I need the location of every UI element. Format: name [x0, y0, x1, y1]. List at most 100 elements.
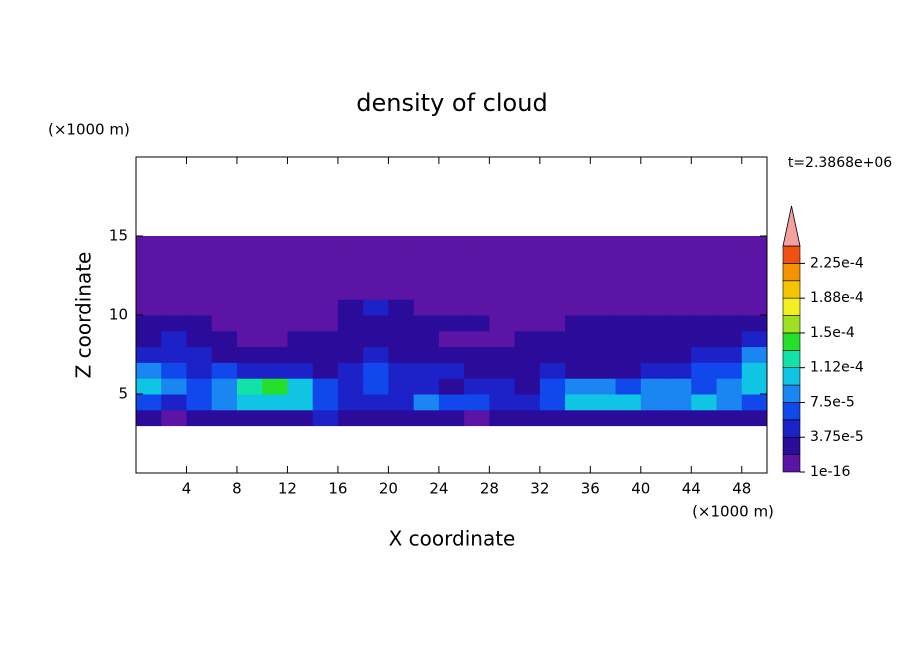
cell [211, 315, 238, 332]
cell [438, 315, 465, 332]
cell [539, 299, 566, 316]
cell [514, 283, 541, 300]
cell [236, 315, 263, 332]
cell [161, 346, 187, 363]
cell [615, 251, 642, 269]
cell [565, 283, 591, 300]
cell [211, 330, 238, 348]
cell [514, 251, 541, 269]
cell [388, 394, 415, 411]
cell [388, 267, 415, 284]
cell [236, 236, 263, 253]
colorbar-band [782, 367, 801, 386]
cell [211, 346, 238, 363]
x-tick-label: 16 [328, 480, 347, 498]
cell [539, 378, 566, 395]
cell [363, 378, 389, 395]
cell [464, 330, 490, 348]
cell [741, 315, 768, 332]
cell [312, 394, 339, 411]
cell [565, 251, 591, 269]
colorbar-extend [782, 205, 801, 247]
cell [236, 251, 263, 269]
cell [312, 315, 339, 332]
cell [615, 394, 642, 411]
cell [413, 299, 440, 316]
cell [262, 283, 288, 300]
cell [363, 315, 389, 332]
cell [236, 394, 263, 411]
cell [565, 394, 591, 411]
cell [337, 283, 364, 300]
cell [539, 267, 566, 284]
cell [236, 378, 263, 395]
cell [136, 236, 162, 253]
cell [438, 251, 465, 269]
cell [262, 299, 288, 316]
cell [565, 362, 591, 379]
cell [590, 299, 617, 316]
x-tick-label: 28 [480, 480, 499, 498]
cell [236, 299, 263, 316]
x-tick-label: 24 [429, 480, 448, 498]
cell [514, 394, 541, 411]
cell [514, 267, 541, 284]
cell [716, 409, 743, 427]
cell [640, 394, 667, 411]
cell [161, 283, 187, 300]
cell [186, 330, 213, 348]
cell [640, 378, 667, 395]
colorbar-band [782, 263, 801, 282]
cell [363, 394, 389, 411]
cell [413, 378, 440, 395]
cell [666, 315, 692, 332]
cell [287, 330, 314, 348]
cell [716, 362, 743, 379]
x-tick-label: 4 [182, 480, 192, 498]
cell [363, 236, 389, 253]
cell [186, 299, 213, 316]
cell [514, 409, 541, 427]
cell [666, 394, 692, 411]
cell [539, 362, 566, 379]
cell [539, 251, 566, 269]
colorbar-label: 1e-16 [810, 464, 850, 480]
cell [666, 251, 692, 269]
cell [186, 362, 213, 379]
cell [388, 378, 415, 395]
cell [337, 394, 364, 411]
cell [464, 362, 490, 379]
cell [388, 299, 415, 316]
cell [615, 378, 642, 395]
cell [666, 378, 692, 395]
cell [438, 378, 465, 395]
cell [161, 378, 187, 395]
cell [337, 378, 364, 395]
cell [590, 378, 617, 395]
cell [590, 315, 617, 332]
cell [741, 394, 768, 411]
cell [337, 267, 364, 284]
x-tick-label: 36 [581, 480, 600, 498]
cell [363, 346, 389, 363]
cell [666, 236, 692, 253]
colorbar-band [782, 436, 801, 455]
cell [388, 346, 415, 363]
y-tick-label: 15 [109, 227, 128, 245]
cell [514, 362, 541, 379]
y-axis-label: Z coordinate [72, 252, 96, 379]
cell [136, 315, 162, 332]
cell [590, 346, 617, 363]
cell [388, 362, 415, 379]
cell [539, 236, 566, 253]
cell [413, 346, 440, 363]
cell [464, 236, 490, 253]
cell [413, 315, 440, 332]
cell [514, 330, 541, 348]
cell [464, 267, 490, 284]
cell [161, 394, 187, 411]
cell [565, 378, 591, 395]
cell [312, 346, 339, 363]
cell [161, 315, 187, 332]
cell [287, 394, 314, 411]
